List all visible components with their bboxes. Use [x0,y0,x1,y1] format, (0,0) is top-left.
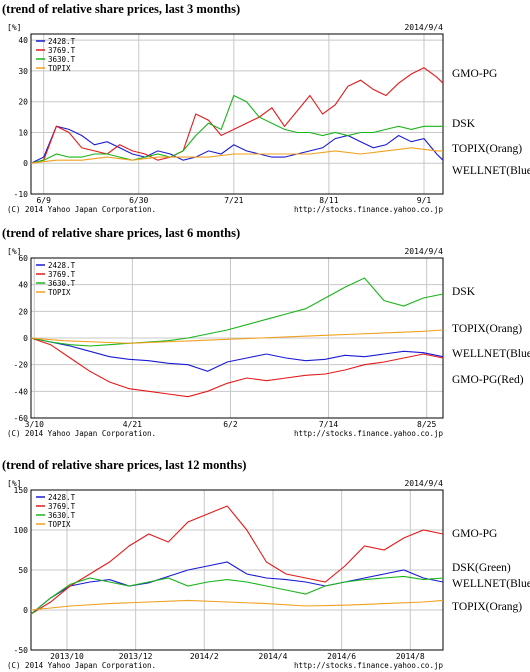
chart1-annotation-dsk: DSK [452,118,476,130]
y-tick-label: 40 [18,281,28,290]
legend-entry: 3769.T [48,270,76,279]
chart2-heading: (trend of relative share prices, last 6 … [2,226,241,240]
y-tick-label: 30 [18,67,28,76]
chart3-heading: (trend of relative share prices, last 12… [2,458,247,472]
legend-entry: 3630.T [48,55,76,64]
legend-entry: 2428.T [48,37,76,46]
y-tick-label: 10 [18,128,28,137]
y-tick-label: 0 [23,606,28,615]
y-tick-label: -10 [14,190,29,199]
chart1-annotation-gmo-pg: GMO-PG [452,68,498,80]
series-line-3630-t [30,277,444,347]
source-label: http://stocks.finance.yahoo.co.jp [294,205,443,214]
legend-entry: TOPIX [48,288,71,297]
series-line-topix [30,147,443,164]
series-line-3769-t [30,337,444,398]
chart3-annotation-wellnet: WELLNET(Blue) [452,578,530,590]
series-line-2428-t [30,561,444,615]
chart1-annotation-wellnet: WELLNET(Blue) [452,165,530,177]
series-line-topix [30,329,444,344]
series-line-topix [30,599,444,611]
chart1-svg: -10 0 10 20 30 40 6/9 6/30 7/21 8/11 9/1 [%] 2014/9/… [7,23,444,214]
legend-entry: 3630.T [48,279,76,288]
x-tick-label: 6/9 [36,196,51,205]
chart1-heading: (trend of relative share prices, last 3 … [2,2,241,16]
x-tick-label: 2013/10 [50,652,84,661]
chart2-annotation-topix: TOPIX(Orang) [452,323,523,335]
copyright-label: (C) 2014 Yahoo Japan Corporation. [7,429,156,438]
x-tick-label: 2014/2 [190,652,219,661]
series-line-2428-t [30,125,444,164]
legend-entry: 2428.T [48,261,76,270]
y-tick-label: 100 [14,526,29,535]
chart3-annotation-dsk: DSK(Green) [452,562,511,574]
copyright-label: (C) 2014 Yahoo Japan Corporation. [7,205,156,214]
date-label: 2014/9/4 [404,23,443,32]
series-line-3769-t [30,505,444,615]
chart1-annotation-topix: TOPIX(Orang) [452,143,523,155]
date-label: 2014/9/4 [404,247,443,256]
chart2-annotation-dsk: DSK [452,286,476,298]
y-tick-label: 20 [18,98,28,107]
x-tick-label: 8/11 [319,196,338,205]
source-label: http://stocks.finance.yahoo.co.jp [294,429,443,438]
plot-frame [30,489,444,651]
chart1-panel: -10 0 10 20 30 40 6/9 6/30 7/21 8/11 9/1 [%] 2014/9/… [3,20,449,216]
y-tick-label: 50 [18,566,28,575]
chart3-panel: -50 0 50 100 150 2013/10 2013/12 2014/2 2014/4 20… [3,476,449,672]
x-tick-label: 7/14 [319,420,338,429]
x-tick-label: 6/30 [129,196,148,205]
series-line-3769-t [30,67,444,164]
x-tick-label: 2014/8 [396,652,425,661]
y-unit-label: [%] [7,247,21,256]
y-tick-label: 60 [18,254,28,263]
y-tick-label: 150 [14,486,29,495]
x-tick-label: 9/1 [417,196,432,205]
chart2-annotation-wellnet: WELLNET(Blue) [452,348,530,360]
y-tick-label: -40 [14,387,29,396]
chart3-annotation-topix: TOPIX(Orang) [452,601,523,613]
chart3-svg: -50 0 50 100 150 2013/10 2013/12 2014/2 2014/4 20… [7,479,444,670]
x-tick-label: 2013/12 [119,652,153,661]
legend-entry: TOPIX [48,520,71,529]
y-tick-label: 0 [23,159,28,168]
chart2-svg: -60 -40 -20 0 20 40 60 3/10 4/21 6/2 7/14 8/25 [%] 20… [7,247,444,438]
x-tick-label: 4/21 [123,420,142,429]
plot-frame [30,33,444,195]
legend-entry: 3630.T [48,511,76,520]
legend-entry: 2428.T [48,493,76,502]
x-tick-label: 3/10 [25,420,44,429]
x-tick-label: 2014/6 [327,652,356,661]
source-label: http://stocks.finance.yahoo.co.jp [294,661,443,670]
chart3-annotation-gmo-pg: GMO-PG [452,528,498,540]
y-tick-label: -50 [14,646,29,655]
legend-entry: TOPIX [48,64,71,73]
y-unit-label: [%] [7,23,21,32]
series-line-3630-t [30,94,443,164]
x-tick-label: 2014/4 [259,652,288,661]
x-tick-label: 7/21 [224,196,243,205]
copyright-label: (C) 2014 Yahoo Japan Corporation. [7,661,156,670]
y-tick-label: -20 [14,361,29,370]
legend-entry: 3769.T [48,502,76,511]
x-tick-label: 8/25 [417,420,436,429]
series-line-2428-t [30,337,444,372]
legend-entry: 3769.T [48,46,76,55]
y-tick-label: 20 [18,307,28,316]
x-tick-label: 6/2 [223,420,238,429]
date-label: 2014/9/4 [404,479,443,488]
chart2-annotation-gmo-pg: GMO-PG(Red) [452,374,524,386]
y-tick-label: 40 [18,36,28,45]
y-tick-label: -60 [14,414,29,423]
y-unit-label: [%] [7,479,21,488]
series-line-3630-t [30,575,444,615]
y-tick-label: 0 [23,334,28,343]
chart2-panel: -60 -40 -20 0 20 40 60 3/10 4/21 6/2 7/14 8/25 [%] 20… [3,244,449,440]
